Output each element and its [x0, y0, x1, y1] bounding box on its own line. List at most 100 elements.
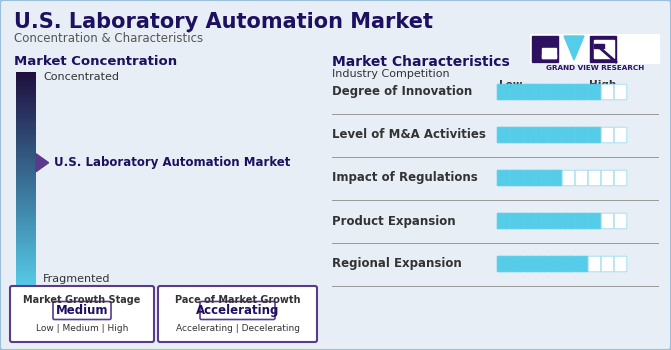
Bar: [16, 278, 36, 279]
FancyBboxPatch shape: [614, 84, 627, 100]
Bar: [16, 202, 36, 204]
Bar: [16, 232, 36, 234]
Bar: [16, 110, 36, 112]
Bar: [16, 105, 36, 106]
Bar: [16, 271, 36, 273]
FancyBboxPatch shape: [562, 256, 575, 272]
Bar: [16, 171, 36, 173]
FancyBboxPatch shape: [588, 84, 601, 100]
Bar: [16, 189, 36, 191]
Bar: [16, 190, 36, 192]
Bar: [16, 220, 36, 222]
FancyBboxPatch shape: [523, 127, 536, 143]
Bar: [16, 253, 36, 254]
Bar: [16, 127, 36, 128]
Bar: [16, 211, 36, 212]
Bar: [16, 272, 36, 274]
Text: Concentration & Characteristics: Concentration & Characteristics: [14, 32, 203, 45]
Bar: [16, 103, 36, 104]
Bar: [16, 134, 36, 136]
Text: U.S. Laboratory Automation Market: U.S. Laboratory Automation Market: [14, 12, 433, 32]
Bar: [16, 199, 36, 201]
Bar: [16, 173, 36, 175]
Bar: [16, 240, 36, 241]
Bar: [16, 133, 36, 135]
Bar: [16, 121, 36, 123]
Bar: [16, 266, 36, 267]
Bar: [16, 138, 36, 139]
FancyBboxPatch shape: [601, 84, 614, 100]
Bar: [16, 222, 36, 223]
Bar: [16, 227, 36, 229]
Bar: [16, 93, 36, 95]
Bar: [16, 145, 36, 147]
FancyBboxPatch shape: [530, 34, 660, 64]
Bar: [16, 144, 36, 146]
Bar: [16, 239, 36, 240]
Bar: [16, 154, 36, 155]
FancyBboxPatch shape: [536, 256, 549, 272]
Bar: [16, 82, 36, 84]
FancyBboxPatch shape: [562, 170, 575, 186]
Bar: [16, 132, 36, 134]
Bar: [16, 71, 36, 73]
Bar: [16, 174, 36, 176]
Bar: [16, 77, 36, 78]
Bar: [16, 86, 36, 88]
FancyBboxPatch shape: [601, 170, 614, 186]
Bar: [542, 48, 556, 58]
Bar: [16, 123, 36, 125]
Bar: [16, 115, 36, 116]
Text: Market Concentration: Market Concentration: [14, 55, 177, 68]
FancyBboxPatch shape: [614, 256, 627, 272]
Bar: [16, 98, 36, 100]
Bar: [16, 153, 36, 154]
FancyBboxPatch shape: [562, 84, 575, 100]
Bar: [16, 149, 36, 151]
FancyBboxPatch shape: [497, 84, 510, 100]
Bar: [16, 261, 36, 263]
Bar: [16, 181, 36, 182]
Text: Degree of Innovation: Degree of Innovation: [332, 85, 472, 98]
Bar: [16, 141, 36, 142]
Bar: [16, 72, 36, 74]
Text: Level of M&A Activities: Level of M&A Activities: [332, 128, 486, 141]
Bar: [16, 167, 36, 168]
FancyBboxPatch shape: [549, 213, 562, 229]
Bar: [16, 155, 36, 156]
Bar: [16, 166, 36, 167]
Bar: [16, 270, 36, 272]
FancyBboxPatch shape: [510, 256, 523, 272]
Bar: [16, 280, 36, 281]
Text: Low | Medium | High: Low | Medium | High: [36, 324, 128, 333]
Bar: [16, 111, 36, 113]
Bar: [16, 255, 36, 257]
Bar: [16, 283, 36, 285]
Bar: [16, 94, 36, 96]
Bar: [16, 118, 36, 119]
Bar: [16, 176, 36, 178]
Bar: [16, 245, 36, 247]
Bar: [16, 161, 36, 163]
Bar: [16, 225, 36, 226]
Bar: [16, 116, 36, 117]
Bar: [16, 182, 36, 183]
FancyBboxPatch shape: [536, 213, 549, 229]
Bar: [16, 231, 36, 233]
Text: Accelerating: Accelerating: [196, 304, 279, 317]
Bar: [16, 159, 36, 161]
Bar: [16, 285, 36, 287]
Bar: [16, 157, 36, 159]
Bar: [16, 108, 36, 110]
FancyBboxPatch shape: [200, 301, 275, 320]
Bar: [16, 194, 36, 195]
Bar: [16, 237, 36, 238]
Bar: [16, 228, 36, 230]
Text: Accelerating | Decelerating: Accelerating | Decelerating: [176, 324, 299, 333]
Text: GRAND VIEW RESEARCH: GRAND VIEW RESEARCH: [546, 65, 644, 71]
Bar: [16, 139, 36, 140]
Polygon shape: [36, 154, 48, 172]
Bar: [16, 158, 36, 160]
FancyBboxPatch shape: [562, 213, 575, 229]
Bar: [16, 204, 36, 206]
